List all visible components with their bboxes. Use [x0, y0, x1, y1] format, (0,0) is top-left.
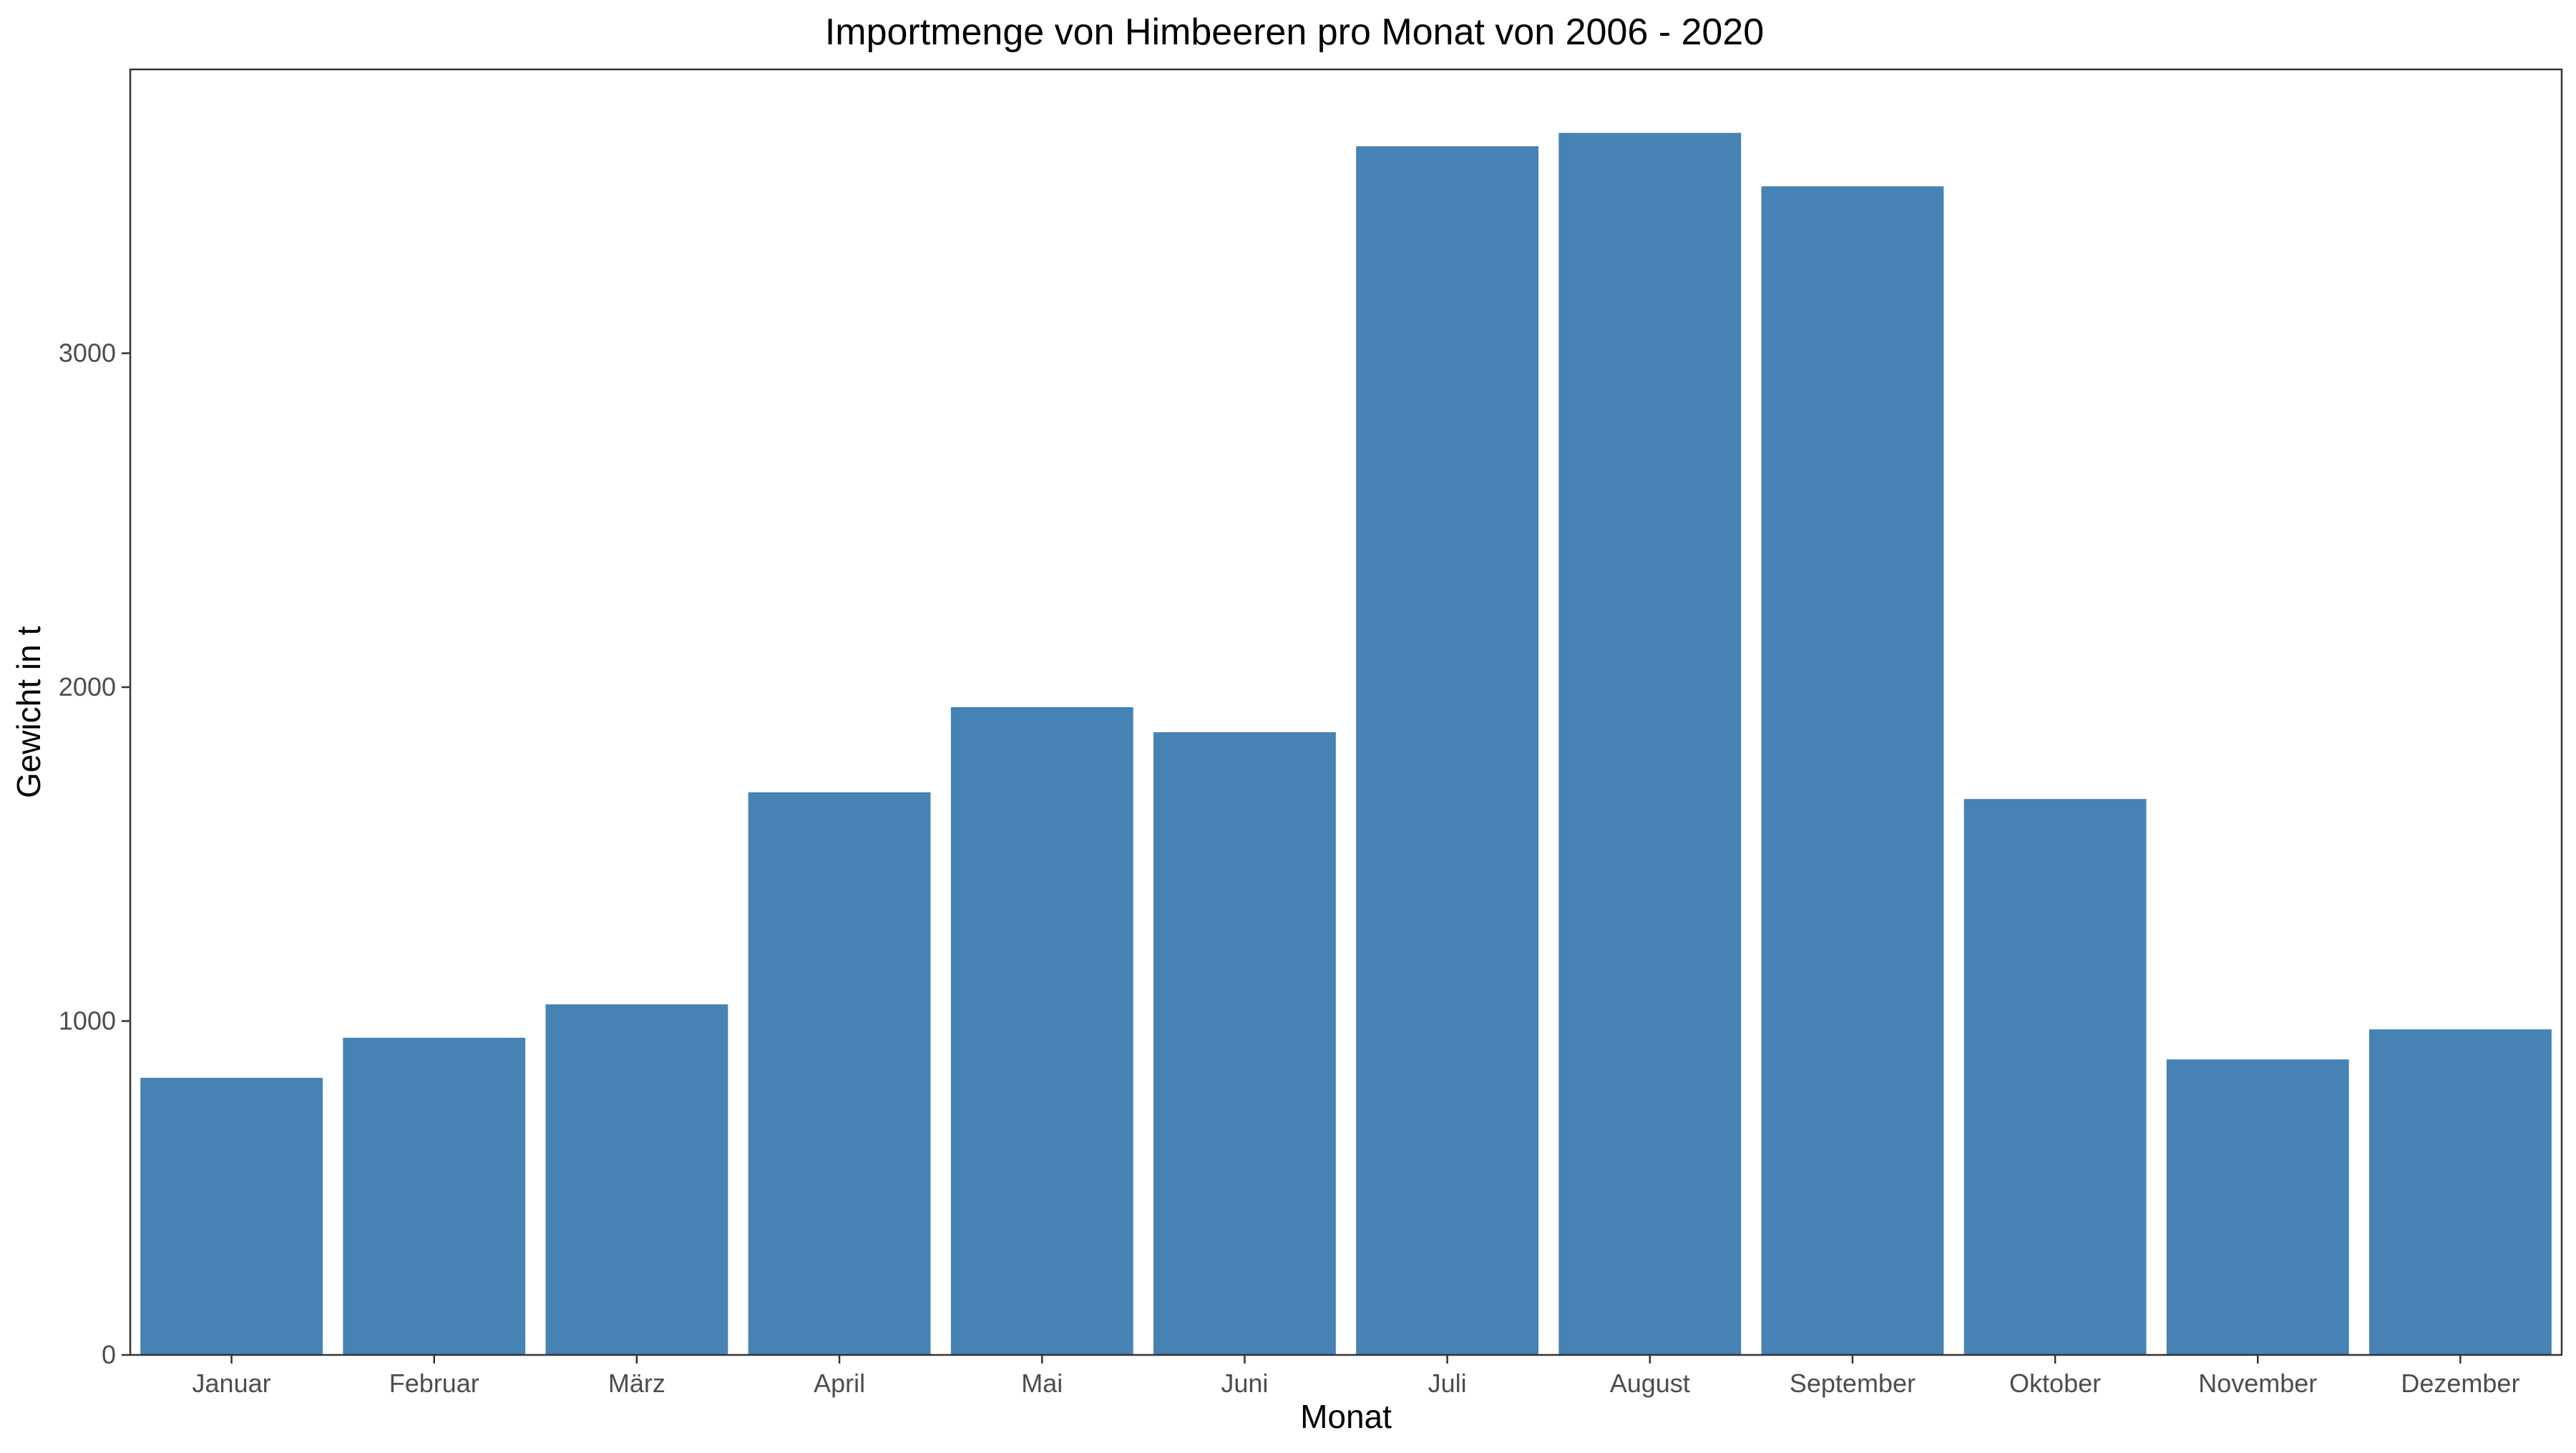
- y-axis-title: Gewicht in t: [10, 626, 47, 799]
- bars-group: [140, 132, 2552, 1356]
- y-tick-label: 3000: [59, 339, 116, 368]
- bar-3: [545, 1004, 728, 1355]
- bar-10: [1963, 799, 2147, 1355]
- x-axis: Januar Februar März April Mai Juni Juli August S…: [192, 1355, 2519, 1398]
- bar-9: [1761, 186, 1944, 1356]
- x-tick-label: November: [2198, 1369, 2317, 1398]
- x-tick-label: Dezember: [2401, 1369, 2519, 1398]
- chart-title: Importmenge von Himbeeren pro Monat von …: [825, 11, 1764, 53]
- x-tick-label: Juli: [1428, 1369, 1467, 1398]
- y-tick-label: 2000: [59, 672, 116, 701]
- bar-7: [1356, 146, 1539, 1356]
- bar-6: [1153, 732, 1336, 1355]
- bar-8: [1558, 132, 1742, 1355]
- x-tick-label: April: [814, 1369, 865, 1398]
- bar-1: [140, 1077, 323, 1355]
- x-axis-title: Monat: [1300, 1398, 1392, 1435]
- x-tick-label: August: [1610, 1369, 1690, 1398]
- x-tick-label: Mai: [1021, 1369, 1063, 1398]
- x-tick-label: Juni: [1221, 1369, 1268, 1398]
- x-tick-label: März: [608, 1369, 665, 1398]
- y-tick-label: 1000: [59, 1006, 116, 1036]
- bar-5: [950, 707, 1133, 1355]
- y-axis: 0 1000 2000 3000: [59, 339, 130, 1369]
- x-tick-label: September: [1790, 1369, 1916, 1398]
- bar-11: [2166, 1059, 2349, 1355]
- y-tick-label: 0: [102, 1340, 116, 1369]
- bar-12: [2368, 1029, 2552, 1355]
- x-tick-label: Januar: [192, 1369, 271, 1398]
- x-tick-label: Oktober: [2009, 1369, 2101, 1398]
- bar-2: [343, 1037, 526, 1355]
- x-tick-label: Februar: [389, 1369, 479, 1398]
- plot-panel-border: [129, 68, 2563, 1356]
- bar-4: [748, 792, 931, 1355]
